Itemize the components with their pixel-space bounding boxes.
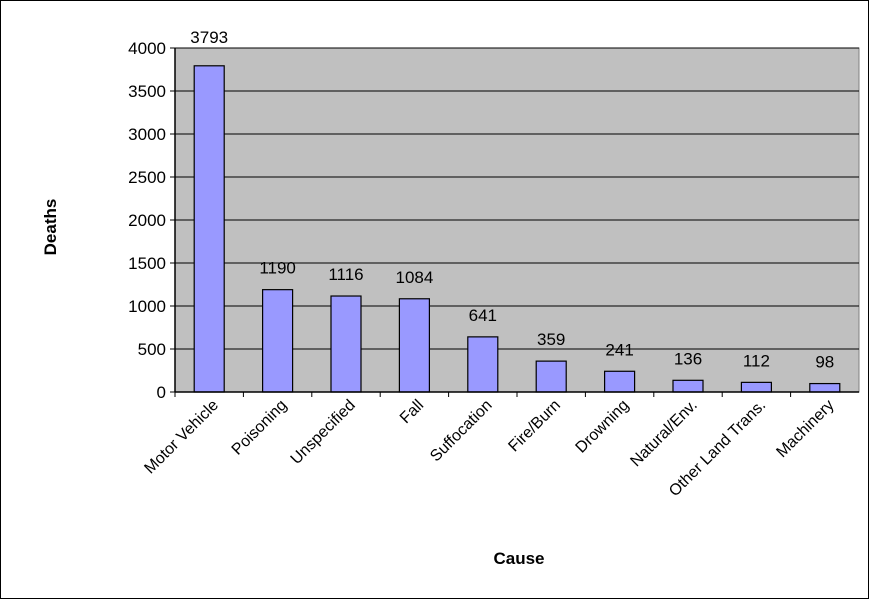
bar-value-label: 136 [674, 349, 702, 368]
x-category-label: Drowning [573, 397, 633, 457]
bar-value-label: 359 [537, 330, 565, 349]
x-category-label: Fire/Burn [505, 397, 564, 456]
y-tick-label: 500 [138, 340, 166, 359]
y-tick-label: 4000 [128, 39, 166, 58]
y-axis-title: Deaths [41, 199, 60, 256]
bar-value-label: 1084 [395, 268, 433, 287]
y-axis-ticks: 0 500 1000 1500 2000 2500 3000 3500 4000 [128, 39, 175, 402]
bar-value-label: 3793 [190, 28, 228, 47]
bar [398, 298, 430, 393]
bar-value-label: 1190 [259, 259, 296, 278]
x-category-label: Machinery [773, 397, 837, 461]
y-tick-label: 1000 [128, 297, 166, 316]
x-category-label: Poisoning [229, 397, 291, 459]
bar-value-label: 112 [743, 351, 770, 370]
x-category-label: Suffocation [427, 397, 495, 465]
bar [740, 381, 773, 393]
bar [672, 379, 704, 393]
bar [603, 370, 636, 393]
x-category-label: Unspecified [288, 397, 359, 468]
x-category-label: Fall [397, 397, 427, 427]
y-tick-label: 3000 [128, 125, 166, 144]
bar [330, 295, 362, 393]
bar [535, 360, 567, 393]
bar-value-label: 241 [605, 340, 633, 359]
bar [262, 289, 294, 393]
bars [193, 65, 841, 393]
bar-value-label: 641 [469, 306, 497, 325]
bar [467, 336, 499, 393]
bar-value-label: 98 [815, 353, 834, 372]
y-tick-label: 3500 [128, 82, 166, 101]
x-axis-title: Cause [493, 549, 544, 568]
y-tick-label: 2000 [128, 211, 166, 230]
bar [809, 382, 841, 393]
x-category-label: Natural/Env. [627, 397, 700, 470]
y-tick-label: 2500 [128, 168, 166, 187]
bar [193, 65, 225, 393]
y-tick-label: 0 [157, 383, 166, 402]
data-labels: 3793 1190 1116 1084 641 359 241 136 112 98 [190, 28, 834, 372]
x-category-label: Motor Vehicle [141, 397, 222, 478]
y-tick-label: 1500 [128, 254, 166, 273]
bar-value-label: 1116 [328, 265, 363, 284]
